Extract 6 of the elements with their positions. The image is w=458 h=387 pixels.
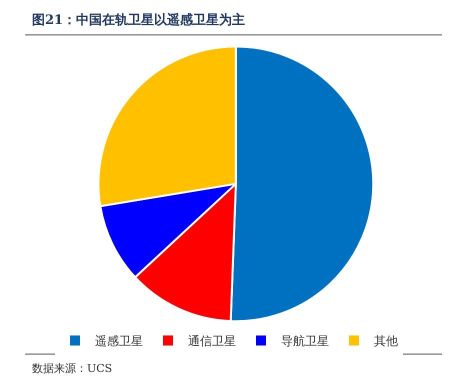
legend-label: 通信卫星 bbox=[188, 334, 236, 348]
legend-label: 导航卫星 bbox=[281, 334, 329, 348]
legend-label: 遥感卫星 bbox=[95, 334, 143, 348]
chart-title: 图21：中国在轨卫星以遥感卫星为主 bbox=[32, 12, 246, 28]
source-note: 数据来源：UCS bbox=[32, 362, 112, 375]
legend-label: 其他 bbox=[374, 334, 398, 348]
